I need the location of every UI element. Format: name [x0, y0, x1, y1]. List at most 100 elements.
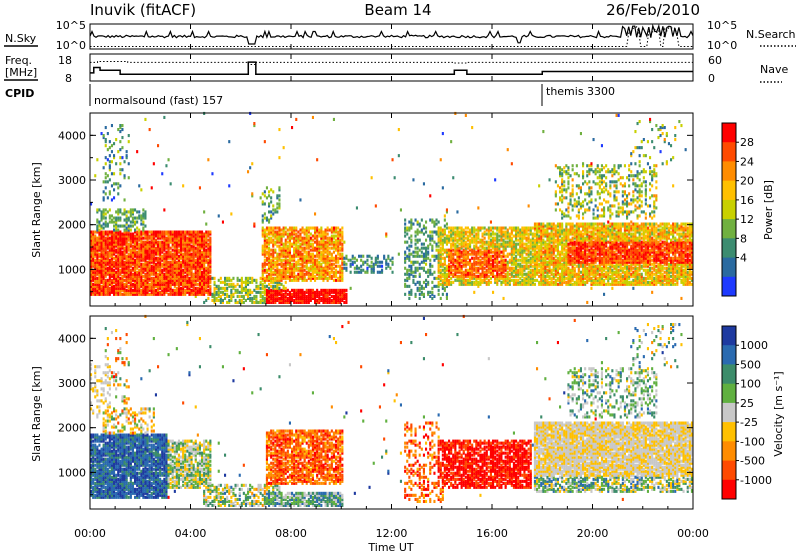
heatmap-cell	[278, 269, 280, 272]
heatmap-cell	[115, 255, 117, 258]
heatmap-cell	[170, 182, 172, 185]
heatmap-cell	[444, 225, 446, 228]
heatmap-cell	[107, 180, 109, 183]
heatmap-cell	[320, 263, 322, 266]
heatmap-cell	[172, 289, 174, 292]
cpid-segment-0: normalsound (fast) 157	[94, 94, 223, 107]
heatmap-cell	[111, 231, 113, 234]
heatmap-cell	[272, 285, 274, 288]
heatmap-cell	[207, 289, 209, 292]
heatmap-cell	[138, 269, 140, 272]
heatmap-cell	[419, 263, 421, 266]
heatmap-cell	[546, 243, 548, 246]
heatmap-cell	[509, 277, 511, 280]
heatmap-cell	[111, 279, 113, 282]
heatmap-cell	[329, 271, 331, 274]
heatmap-cell	[124, 208, 126, 211]
heatmap-cell	[310, 237, 312, 240]
heatmap-cell	[285, 287, 287, 290]
heatmap-cell	[343, 267, 345, 270]
heatmap-cell	[475, 275, 477, 278]
heatmap-cell	[335, 289, 337, 292]
heatmap-cell	[358, 271, 360, 274]
heatmap-cell	[494, 233, 496, 236]
heatmap-cell	[155, 263, 157, 266]
heatmap-cell	[484, 231, 486, 234]
heatmap-cell	[486, 241, 488, 244]
heatmap-cell	[268, 190, 270, 193]
heatmap-cell	[107, 251, 109, 254]
heatmap-cell	[170, 261, 172, 264]
heatmap-cell	[415, 261, 417, 264]
heatmap-cell	[339, 289, 341, 292]
heatmap-cell	[459, 243, 461, 246]
heatmap-cell	[170, 231, 172, 234]
heatmap-cell	[325, 241, 327, 244]
heatmap-cell	[421, 291, 423, 294]
heatmap-cell	[276, 210, 278, 213]
heatmap-cell	[509, 253, 511, 256]
heatmap-cell	[415, 243, 417, 246]
heatmap-cell	[291, 243, 293, 246]
heatmap-cell	[149, 283, 151, 286]
heatmap-cell	[243, 295, 245, 298]
heatmap-cell	[421, 229, 423, 232]
heatmap-cell	[251, 162, 253, 165]
heatmap-cell	[498, 265, 500, 268]
heatmap-cell	[348, 259, 350, 262]
heatmap-cell	[291, 263, 293, 266]
heatmap-cell	[371, 265, 373, 268]
heatmap-cell	[448, 231, 450, 234]
heatmap-cell	[530, 227, 532, 230]
heatmap-cell	[511, 237, 513, 240]
heatmap-cell	[96, 158, 98, 161]
heatmap-cell	[134, 259, 136, 262]
heatmap-cell	[115, 210, 117, 213]
heatmap-cell	[509, 233, 511, 236]
heatmap-cell	[442, 186, 444, 189]
freq-panel: Freq. [MHz] 18 8 60 0 Nave	[4, 54, 788, 85]
heatmap-cell	[528, 227, 530, 230]
heatmap-cell	[119, 156, 121, 159]
heatmap-cell	[465, 241, 467, 244]
heatmap-cell	[427, 245, 429, 248]
heatmap-cell	[320, 297, 322, 300]
heatmap-cell	[163, 253, 165, 256]
heatmap-cell	[404, 267, 406, 270]
heatmap-cell	[423, 293, 425, 296]
heatmap-cell	[337, 257, 339, 260]
heatmap-cell	[404, 219, 406, 222]
heatmap-cell	[433, 277, 435, 280]
heatmap-cell	[272, 249, 274, 252]
heatmap-cell	[400, 208, 402, 211]
heatmap-cell	[270, 214, 272, 217]
heatmap-cell	[201, 231, 203, 234]
heatmap-cell	[465, 231, 467, 234]
heatmap-cell	[436, 231, 438, 234]
heatmap-cell	[243, 281, 245, 284]
heatmap-cell	[410, 239, 412, 242]
heatmap-cell	[255, 285, 257, 288]
heatmap-cell	[96, 237, 98, 240]
heatmap-cell	[304, 273, 306, 276]
heatmap-cell	[157, 257, 159, 260]
heatmap-cell	[293, 247, 295, 250]
heatmap-cell	[308, 227, 310, 230]
heatmap-cell	[249, 281, 251, 284]
heatmap-cell	[136, 271, 138, 274]
heatmap-cell	[107, 174, 109, 177]
heatmap-cell	[335, 265, 337, 268]
heatmap-cell	[92, 231, 94, 234]
heatmap-cell	[431, 245, 433, 248]
heatmap-cell	[339, 229, 341, 232]
heatmap-cell	[119, 217, 121, 220]
heatmap-cell	[392, 158, 394, 161]
heatmap-cell	[442, 293, 444, 296]
heatmap-cell	[278, 263, 280, 266]
heatmap-cell	[314, 255, 316, 258]
heatmap-cell	[444, 287, 446, 290]
heatmap-cell	[314, 259, 316, 262]
heatmap-cell	[295, 118, 297, 121]
heatmap-cell	[513, 235, 515, 238]
